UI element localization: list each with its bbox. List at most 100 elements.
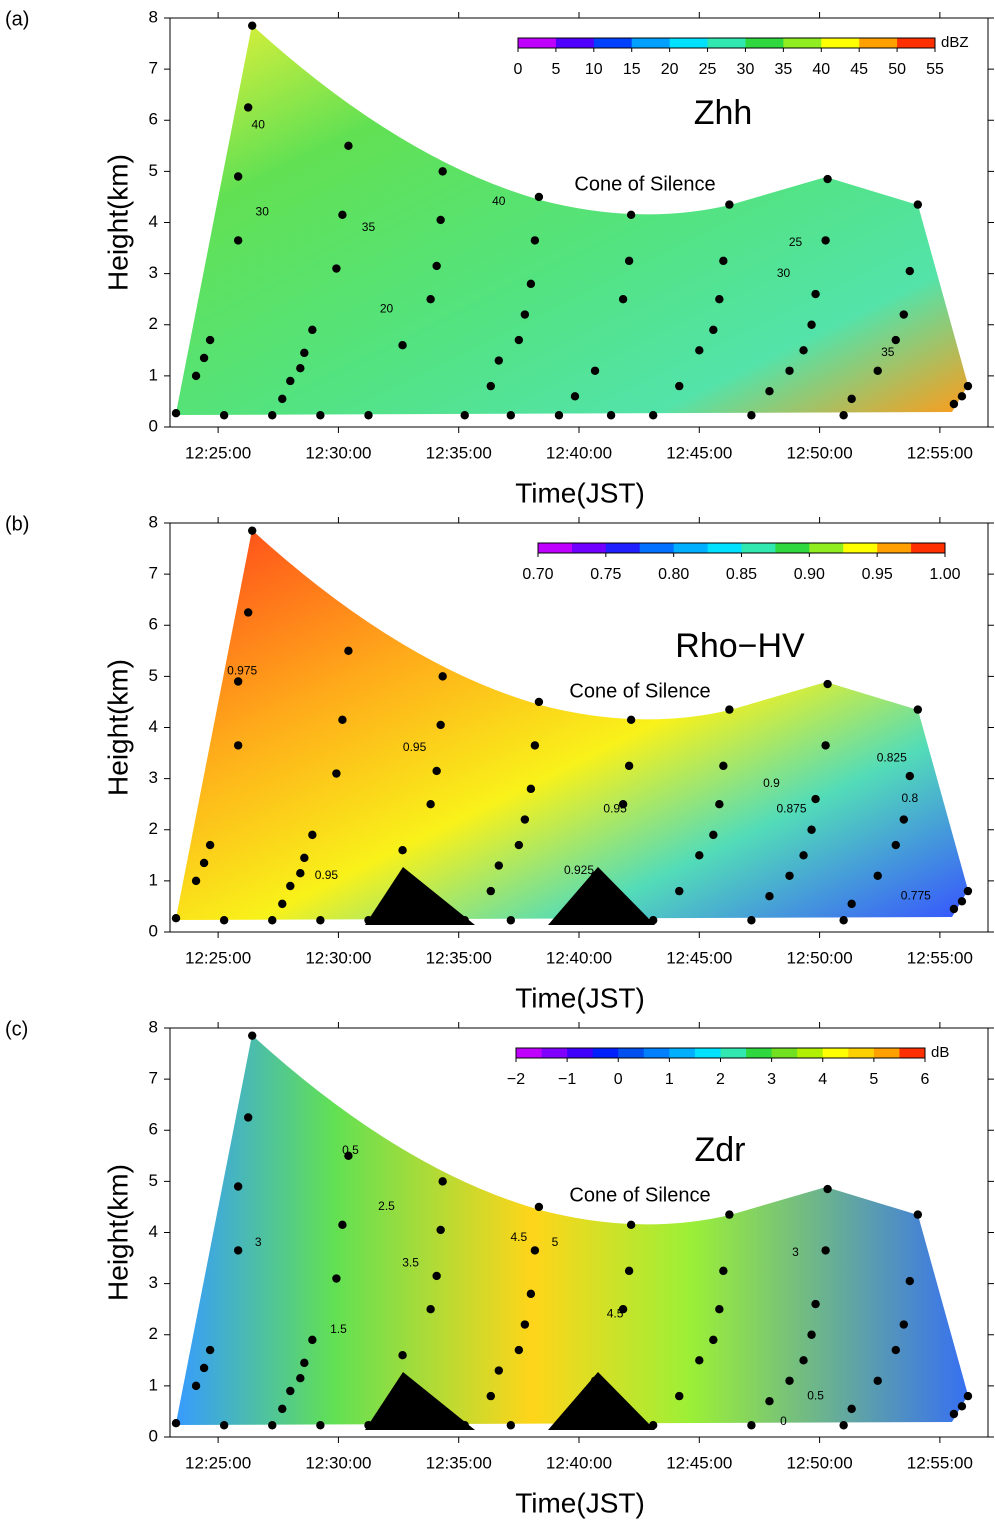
data-point	[191, 1381, 201, 1391]
contour-label: 0.875	[777, 801, 807, 815]
data-point	[398, 341, 407, 350]
data-point	[913, 1210, 923, 1219]
data-point	[899, 1320, 908, 1329]
data-point	[171, 1418, 181, 1428]
data-point	[715, 294, 724, 304]
data-point	[233, 172, 243, 181]
y-tick-label: 1	[149, 1375, 158, 1394]
data-point	[799, 1356, 808, 1365]
data-point	[765, 1397, 774, 1406]
data-point	[675, 886, 684, 896]
x-axis-label: Time(JST)	[515, 1487, 645, 1518]
data-point	[514, 1345, 524, 1355]
data-point	[618, 799, 628, 809]
data-point	[675, 381, 684, 391]
data-point	[590, 871, 600, 880]
contour-label: 40	[252, 118, 266, 132]
data-point	[332, 264, 341, 273]
colorbar-tick-label: 1.00	[929, 566, 960, 583]
data-point	[494, 356, 504, 365]
data-point	[296, 869, 305, 878]
data-point	[905, 1276, 915, 1286]
data-point	[278, 394, 287, 404]
data-point	[364, 411, 373, 420]
data-point	[171, 913, 181, 923]
data-point	[821, 236, 830, 245]
data-point	[648, 916, 658, 925]
x-tick-label: 12:25:00	[185, 443, 251, 462]
data-point	[570, 392, 580, 401]
colorbar-swatch	[618, 1048, 645, 1058]
colorbar-swatch	[592, 1048, 619, 1058]
data-point	[873, 1376, 882, 1385]
colorbar-tick-label: 0	[514, 61, 523, 78]
data-point	[398, 1351, 407, 1360]
data-point	[432, 766, 441, 776]
data-point	[626, 210, 636, 220]
y-tick-label: 0	[149, 1426, 158, 1445]
data-point	[300, 348, 309, 358]
colorbar-swatch	[571, 543, 607, 553]
data-point	[520, 1320, 530, 1329]
y-tick-label: 5	[149, 1171, 158, 1190]
data-point	[905, 771, 915, 781]
colorbar-tick-label: 0.80	[658, 566, 689, 583]
y-tick-label: 3	[149, 263, 158, 282]
data-point	[648, 411, 658, 420]
data-point	[807, 1330, 816, 1339]
data-point	[233, 1246, 243, 1255]
data-point	[300, 1358, 309, 1368]
x-tick-label: 12:30:00	[305, 443, 371, 462]
data-point	[486, 886, 495, 896]
data-point	[506, 1421, 516, 1430]
data-point	[286, 376, 295, 386]
x-tick-label: 12:45:00	[666, 948, 732, 967]
contour-label: 3	[255, 1235, 262, 1249]
colorbar-unit: dBZ	[941, 34, 969, 51]
data-point	[807, 320, 816, 329]
data-point	[891, 1345, 900, 1355]
contour-label: 25	[789, 235, 803, 249]
data-point	[526, 279, 536, 289]
colorbar-tick-label: 0.70	[522, 566, 553, 583]
colorbar-swatch	[745, 38, 784, 48]
panel: (b) 0 1 2 3 4 5 6 7 8 12:25:00 12:30:00 12:35:00 12:4…	[5, 512, 994, 1013]
data-point	[534, 192, 544, 202]
y-tick-label: 1	[149, 870, 158, 889]
data-point	[308, 325, 317, 335]
data-point	[570, 897, 580, 906]
data-point	[823, 679, 832, 689]
colorbar-swatch	[877, 543, 912, 553]
data-point	[219, 916, 229, 925]
data-point	[233, 741, 243, 750]
colorbar-tick-label: 0.85	[726, 566, 757, 583]
x-tick-label: 12:55:00	[907, 1453, 973, 1472]
mask-triangle	[365, 867, 475, 925]
data-point	[205, 335, 215, 345]
data-point	[286, 881, 295, 891]
data-point	[300, 853, 309, 863]
data-point	[618, 1304, 628, 1314]
data-point	[891, 335, 900, 345]
y-tick-label: 1	[149, 365, 158, 384]
data-point	[821, 741, 830, 750]
contour-label: 0.775	[901, 888, 931, 902]
data-point	[530, 1246, 540, 1255]
data-point	[436, 720, 445, 730]
colorbar-swatch	[848, 1048, 875, 1058]
data-point	[199, 353, 209, 363]
colorbar-swatch	[843, 543, 878, 553]
colorbar-swatch	[669, 38, 709, 48]
colorbar-swatch	[899, 1048, 926, 1058]
data-point	[268, 1421, 277, 1430]
data-point	[811, 289, 820, 299]
data-point	[873, 871, 882, 880]
data-point	[268, 916, 277, 925]
data-point	[438, 167, 447, 176]
data-point	[438, 1177, 447, 1186]
data-point	[765, 387, 774, 396]
colorbar-swatch	[797, 1048, 824, 1058]
colorbar-swatch	[859, 38, 898, 48]
data-point	[308, 1335, 317, 1345]
data-point	[695, 1356, 704, 1365]
